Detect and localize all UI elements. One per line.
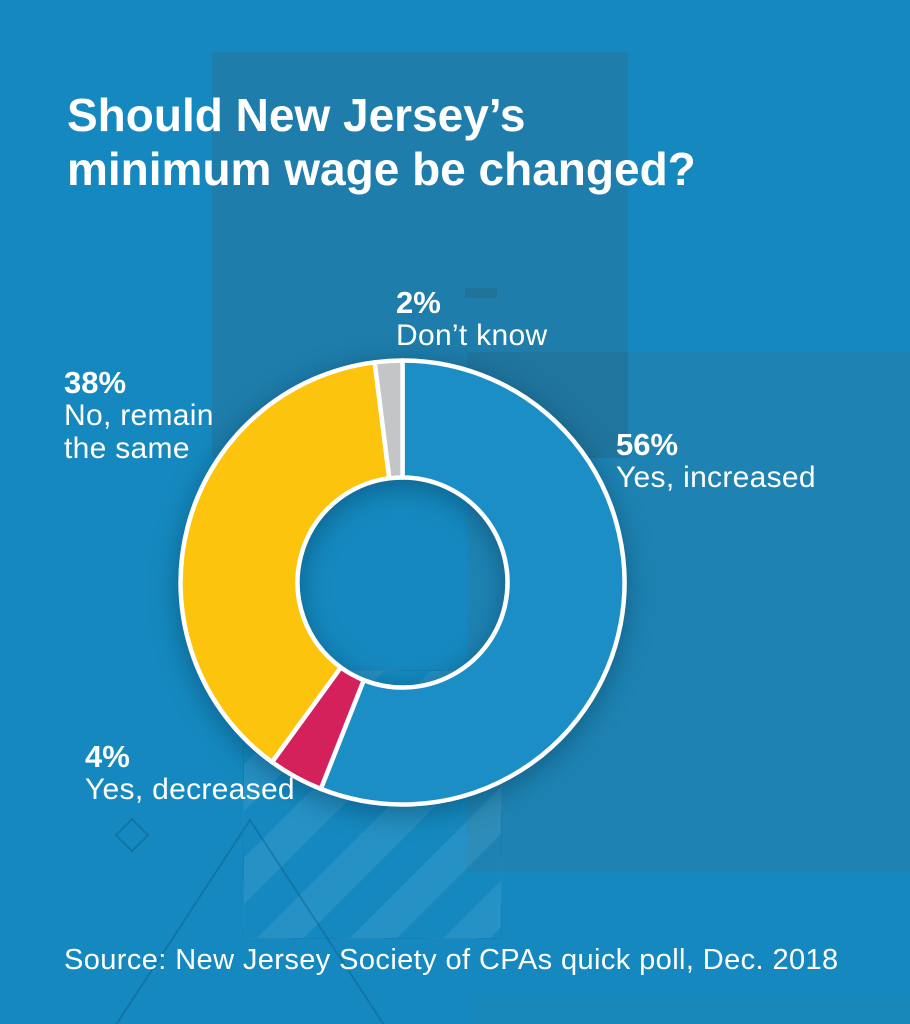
decor-diamond-small-icon [114, 817, 150, 853]
label-dont-know: 2% Don’t know [396, 286, 547, 352]
title-line-2: minimum wage be changed? [67, 143, 696, 195]
label-yes-increased-pct: 56% [616, 427, 679, 462]
label-yes-increased-text: Yes, increased [616, 461, 816, 494]
decor-diamond-large-icon [115, 818, 385, 1024]
label-yes-decreased-pct: 4% [85, 739, 130, 774]
donut-slice-no-remain-the-same [178, 360, 392, 765]
label-yes-decreased: 4% Yes, decreased [85, 740, 295, 806]
donut-slice-yes-increased [318, 358, 627, 807]
label-yes-increased: 56% Yes, increased [616, 428, 816, 494]
title-line-1: Should New Jersey’s [67, 89, 526, 141]
bg-dash [465, 288, 497, 298]
label-yes-decreased-text: Yes, decreased [85, 773, 295, 806]
source-text: Source: New Jersey Society of CPAs quick… [64, 944, 839, 976]
page-title: Should New Jersey’s minimum wage be chan… [67, 88, 696, 196]
label-no-remain-text-2: the same [64, 432, 190, 465]
label-dont-know-text: Don’t know [396, 319, 548, 352]
donut-slice-don-t-know [372, 358, 405, 481]
label-no-remain-pct: 38% [64, 365, 127, 400]
label-dont-know-pct: 2% [396, 285, 441, 320]
bg-strip-bottom [475, 995, 910, 1024]
label-no-remain-text-1: No, remain [64, 399, 214, 432]
donut-slices-group [178, 358, 627, 807]
label-no-remain: 38% No, remain the same [64, 366, 214, 465]
